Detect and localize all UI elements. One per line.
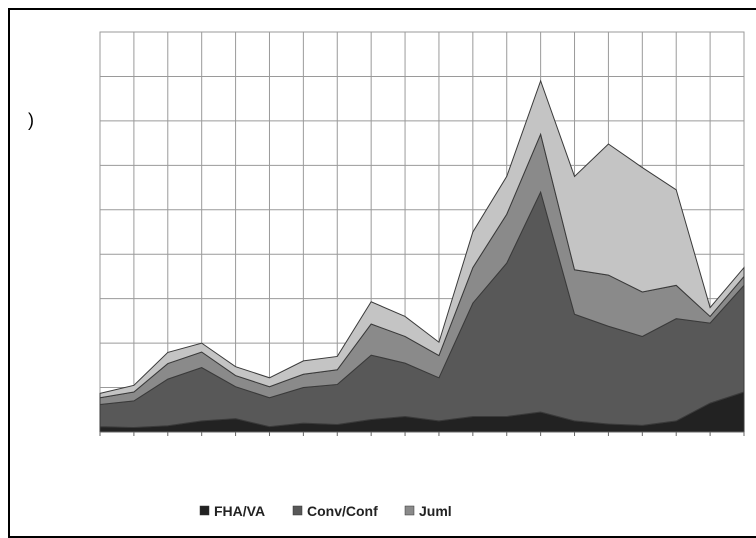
legend-item-0: FHA/VA bbox=[199, 503, 265, 519]
axis-lines bbox=[99, 431, 745, 436]
legend-item-2: Juml bbox=[404, 503, 452, 519]
legend-swatch-1 bbox=[292, 505, 303, 516]
legend-swatch-2 bbox=[404, 505, 415, 516]
legend-item-1: Conv/Conf bbox=[292, 503, 378, 519]
legend-swatch-0 bbox=[199, 505, 210, 516]
legend-label-2: Juml bbox=[419, 503, 452, 519]
chart-area: ) FHA/VA Conv/Conf Juml bbox=[28, 31, 745, 519]
legend-label-1: Conv/Conf bbox=[307, 503, 378, 519]
y-axis-label-fragment: ) bbox=[28, 110, 34, 130]
legend-label-0: FHA/VA bbox=[214, 503, 265, 519]
legend: FHA/VA Conv/Conf Juml bbox=[199, 503, 452, 519]
area-series-3 bbox=[99, 79, 745, 399]
series-areas bbox=[99, 79, 745, 433]
